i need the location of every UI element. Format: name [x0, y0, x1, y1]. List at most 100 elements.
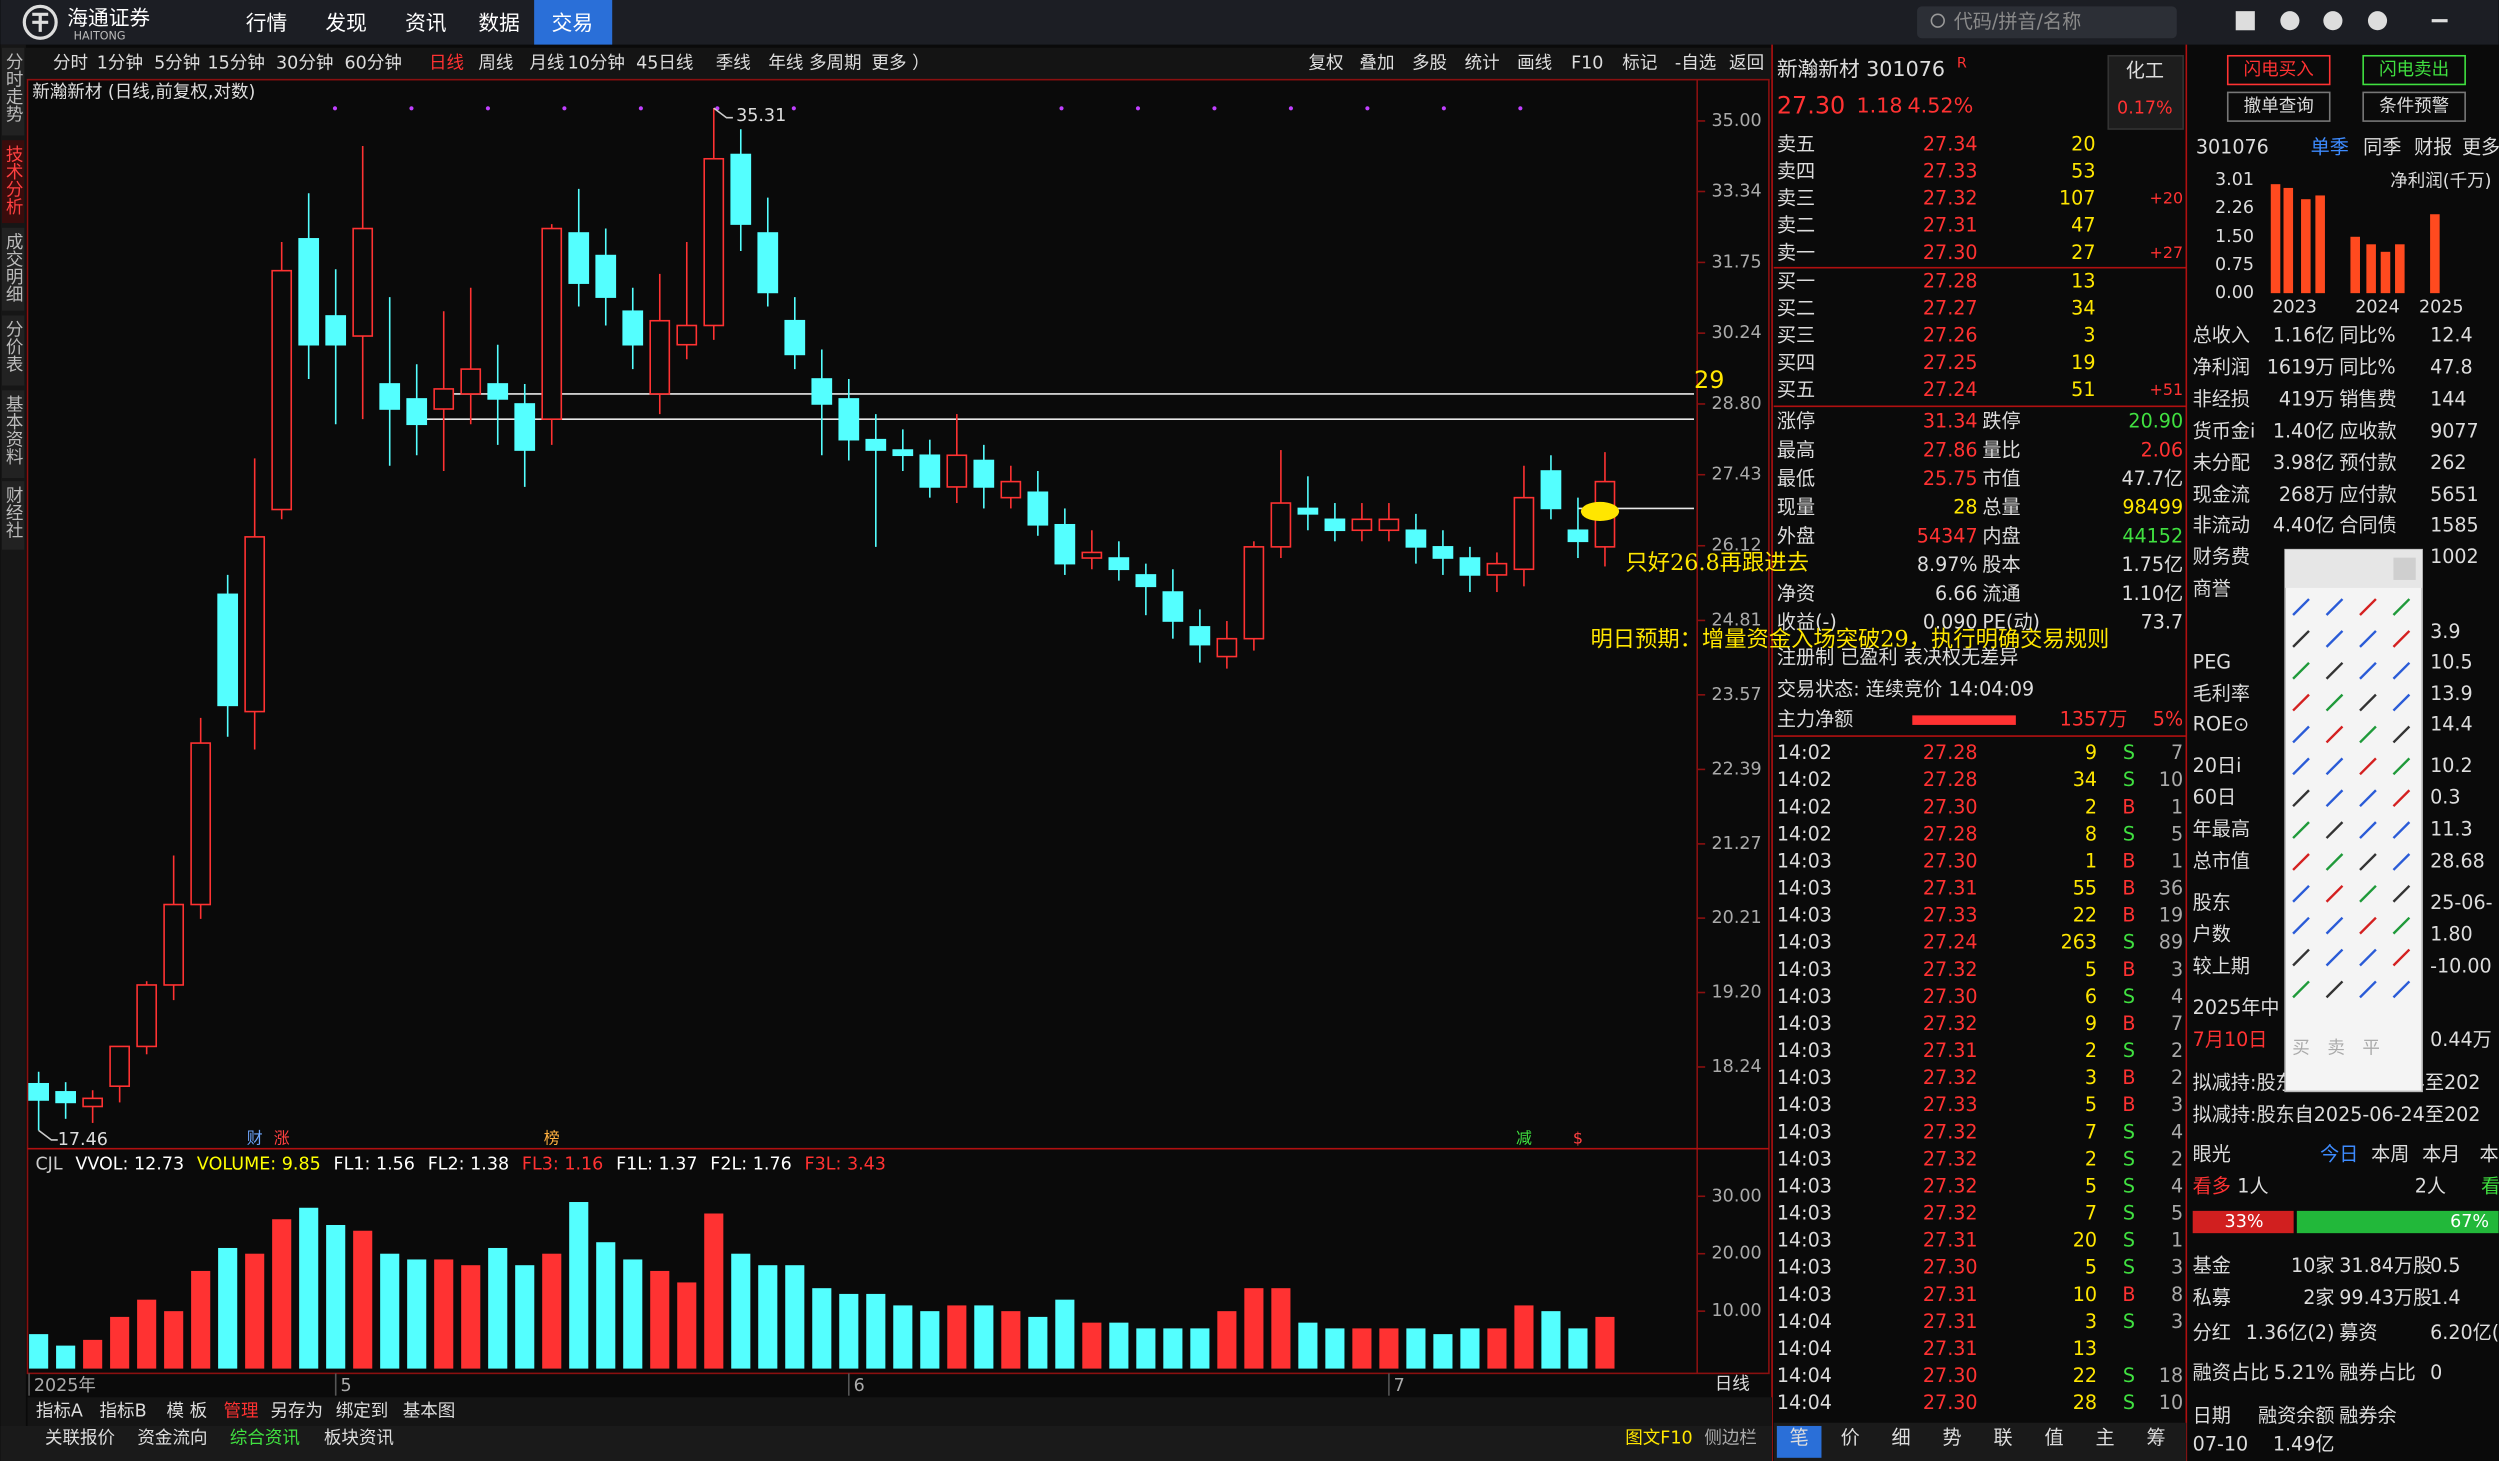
period-tab[interactable]: 15分钟 [208, 54, 265, 74]
trade-tab[interactable]: 值 [2045, 1426, 2064, 1449]
left-tab[interactable]: 成交明细 [3, 233, 23, 303]
period-tab[interactable]: 更多 ） [872, 54, 930, 74]
action-button[interactable] [2226, 54, 2331, 86]
palette-tool[interactable] [2325, 725, 2344, 744]
trade-tab[interactable]: 细 [1892, 1426, 1911, 1449]
search-placeholder[interactable]: 代码/拼音/名称 [1954, 10, 2082, 33]
palette-tool[interactable] [2325, 980, 2344, 999]
event-marker[interactable]: 财 [247, 1129, 263, 1148]
period-tab[interactable]: 季线 [716, 54, 751, 74]
palette-tool[interactable] [2359, 757, 2377, 776]
palette-tool[interactable] [2325, 661, 2344, 680]
palette-tool[interactable] [2359, 980, 2377, 999]
period-tab[interactable]: 日线 [429, 54, 464, 74]
left-tab-bg[interactable] [1, 227, 25, 311]
footer-link[interactable]: 侧边栏 [1704, 1429, 1757, 1449]
trade-tab[interactable]: 筹 [2146, 1426, 2165, 1449]
chat-icon[interactable] [2367, 11, 2388, 31]
search-box[interactable] [1917, 6, 2177, 39]
tool-button[interactable]: 画线 [1517, 54, 1552, 74]
palette-tool[interactable] [2325, 821, 2344, 839]
tool-button[interactable]: 统计 [1465, 54, 1500, 74]
action-button[interactable] [2362, 91, 2466, 122]
minimize-icon[interactable] [2431, 19, 2448, 23]
palette-tool[interactable] [2292, 789, 2310, 808]
opinion-tab[interactable]: 本周 [2371, 1143, 2409, 1166]
period-tab[interactable]: 60分钟 [345, 54, 402, 74]
action-button[interactable] [2362, 54, 2466, 86]
side-tab[interactable]: 更多 [2462, 136, 2499, 159]
palette-tool[interactable] [2392, 693, 2411, 712]
tool-button[interactable]: 复权 [1308, 54, 1343, 74]
left-tab-bg[interactable] [1, 315, 25, 386]
left-tab-bg[interactable] [1, 481, 25, 550]
tool-button[interactable]: -自选 [1675, 54, 1716, 74]
palette-tool[interactable] [2292, 693, 2310, 712]
palette-tool[interactable] [2325, 884, 2344, 903]
left-tab[interactable]: 分时走势 [3, 53, 23, 123]
palette-tool[interactable] [2292, 725, 2310, 744]
menu-item[interactable]: 数据 [478, 11, 519, 35]
globe-icon[interactable] [2323, 11, 2343, 31]
period-tab[interactable]: 周线 [478, 54, 513, 74]
period-tab[interactable]: 45日线 [636, 54, 693, 74]
period-tab[interactable]: 月线 [529, 54, 564, 74]
action-button[interactable] [2226, 91, 2331, 122]
footer-link[interactable]: 关联报价 [45, 1429, 115, 1449]
palette-close[interactable] [2393, 557, 2416, 580]
palette-tool[interactable] [2325, 757, 2344, 776]
left-tab[interactable]: 分价表 [3, 320, 23, 373]
settings-icon[interactable] [2280, 11, 2300, 31]
left-tab[interactable]: 财经社 [3, 486, 23, 539]
action-button-label[interactable]: 闪电买入 [2244, 60, 2314, 80]
footer-link[interactable]: 资金流向 [137, 1429, 207, 1449]
palette-tool[interactable] [2359, 598, 2377, 616]
period-tab[interactable]: 年线 [768, 54, 803, 74]
trade-tab[interactable]: 价 [1841, 1426, 1860, 1449]
bottom-tab[interactable]: 指标B [100, 1402, 147, 1422]
bottom-tab[interactable]: 绑定到 [336, 1402, 389, 1422]
palette-tool[interactable] [2325, 630, 2344, 648]
bottom-tab[interactable]: 管理 [223, 1402, 258, 1422]
palette-tool[interactable] [2359, 916, 2377, 935]
palette-tool[interactable] [2392, 821, 2411, 839]
bottom-tab[interactable]: 模 板 [167, 1402, 208, 1422]
period-tab[interactable]: 多周期 [809, 54, 862, 74]
palette-tool[interactable] [2292, 630, 2310, 648]
left-tab-bg[interactable] [1, 140, 25, 224]
grid-icon[interactable] [2235, 11, 2255, 31]
opinion-tab[interactable]: 本 [2479, 1143, 2498, 1166]
palette-tool[interactable] [2325, 789, 2344, 808]
side-tab[interactable]: 同季 [2363, 136, 2401, 159]
tool-button[interactable]: 返回 [1729, 54, 1764, 74]
tool-button[interactable]: 叠加 [1359, 54, 1394, 74]
palette-tool[interactable] [2292, 948, 2310, 967]
side-tab[interactable]: 单季 [2311, 136, 2349, 159]
palette-tool[interactable] [2325, 916, 2344, 935]
palette-tool[interactable] [2292, 884, 2310, 903]
palette-tool[interactable] [2359, 725, 2377, 744]
action-button-label[interactable]: 撤单查询 [2244, 97, 2314, 117]
event-marker[interactable]: $ [1573, 1129, 1583, 1148]
menu-item[interactable]: 资讯 [405, 11, 447, 35]
event-marker[interactable]: 榜 [544, 1129, 560, 1148]
palette-tool[interactable] [2392, 789, 2411, 808]
palette-tool[interactable] [2325, 693, 2344, 712]
left-tab[interactable]: 基本资料 [3, 395, 23, 465]
period-tab[interactable]: 1分钟 [97, 54, 143, 74]
tool-button[interactable]: 多股 [1412, 54, 1447, 74]
palette-tool[interactable] [2292, 598, 2310, 616]
palette-tool[interactable] [2292, 661, 2310, 680]
footer-link[interactable]: 图文F10 [1625, 1429, 1692, 1449]
left-tab-bg[interactable] [1, 390, 25, 478]
trade-tab[interactable]: 笔 [1790, 1426, 1809, 1449]
left-tab-bg[interactable] [1, 47, 25, 136]
period-tab[interactable]: 30分钟 [276, 54, 333, 74]
palette-tool[interactable] [2292, 757, 2310, 776]
palette-tool[interactable] [2325, 598, 2344, 616]
palette-tool[interactable] [2292, 916, 2310, 935]
palette-label[interactable]: 买 [2292, 1038, 2310, 1058]
palette-tool[interactable] [2359, 661, 2377, 680]
action-button-label[interactable]: 闪电卖出 [2379, 60, 2449, 80]
palette-label[interactable]: 平 [2362, 1038, 2380, 1058]
